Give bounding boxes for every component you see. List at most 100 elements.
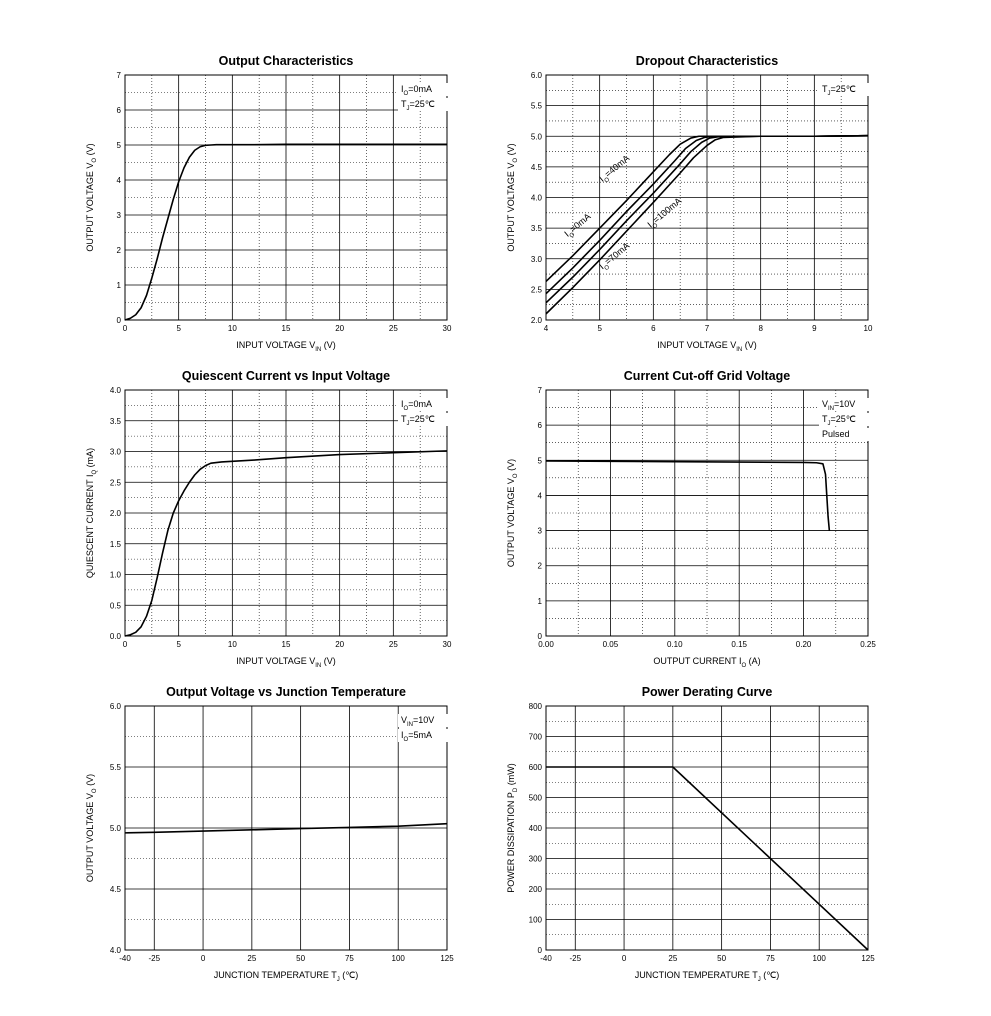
y-tick-label: 3 bbox=[538, 527, 543, 536]
y-tick-label: 300 bbox=[529, 855, 543, 864]
x-tick-label: -40 bbox=[119, 954, 131, 963]
y-axis-label: OUTPUT VOLTAGE VO (V) bbox=[85, 774, 98, 882]
y-tick-label: 3 bbox=[117, 211, 122, 220]
series-line bbox=[545, 460, 831, 531]
annotation: TJ=25℃ bbox=[401, 414, 435, 427]
y-tick-label: 5 bbox=[117, 141, 122, 150]
x-tick-label: 10 bbox=[864, 324, 873, 333]
x-tick-label: 15 bbox=[282, 324, 291, 333]
x-tick-label: -25 bbox=[148, 954, 160, 963]
y-axis-label: QUIESCENT CURRENT IQ (mA) bbox=[85, 448, 98, 578]
y-tick-label: 2.0 bbox=[110, 509, 122, 518]
plot-frame bbox=[124, 74, 448, 321]
x-tick-label: 9 bbox=[812, 324, 817, 333]
x-tick-label: 6 bbox=[651, 324, 656, 333]
y-axis-label: POWER DISSIPATION PD (mW) bbox=[506, 763, 519, 893]
x-tick-label: 0.15 bbox=[731, 640, 747, 649]
x-tick-label: 10 bbox=[228, 324, 237, 333]
annotation: IO=0mA bbox=[401, 399, 432, 412]
annotation-bg bbox=[819, 398, 869, 411]
chart-title: Output Voltage vs Junction Temperature bbox=[166, 685, 406, 699]
curve-label-group: IO=0mA bbox=[562, 211, 594, 241]
chart-1: Output Characteristics 0 5 10 15 20 25 30 0 1 2 3 4 5… bbox=[85, 54, 452, 353]
annotation-bg bbox=[398, 83, 448, 96]
x-tick-label: 4 bbox=[544, 324, 549, 333]
annotation-bg bbox=[398, 729, 448, 742]
x-tick-label: -40 bbox=[540, 954, 552, 963]
annotation: IO=5mA bbox=[401, 730, 432, 743]
y-tick-label: 5.5 bbox=[110, 763, 122, 772]
y-tick-label: 4 bbox=[117, 176, 122, 185]
plot-frame bbox=[545, 389, 869, 637]
series-line bbox=[124, 143, 447, 321]
curve-label-group: IO=100mA bbox=[645, 196, 685, 232]
curve-label: IO=100mA bbox=[645, 196, 685, 232]
x-tick-label: 5 bbox=[597, 324, 602, 333]
y-tick-label: 2.0 bbox=[531, 316, 543, 325]
y-tick-label: 7 bbox=[117, 71, 122, 80]
y-tick-label: 100 bbox=[529, 916, 543, 925]
y-tick-label: 2.5 bbox=[531, 285, 543, 294]
chart-title: Current Cut-off Grid Voltage bbox=[624, 369, 790, 383]
plot-frame bbox=[124, 705, 448, 951]
y-axis-label-group: POWER DISSIPATION PD (mW) bbox=[506, 763, 519, 893]
annotation: VIN=10V bbox=[401, 715, 434, 728]
y-tick-label: 3.0 bbox=[531, 255, 543, 264]
x-tick-label: 75 bbox=[345, 954, 354, 963]
y-tick-label: 4.5 bbox=[531, 163, 543, 172]
annotation: TJ=25℃ bbox=[401, 99, 435, 112]
x-axis-label: INPUT VOLTAGE VIN (V) bbox=[657, 340, 757, 353]
annotation: Pulsed bbox=[822, 429, 850, 439]
y-tick-label: 4.0 bbox=[110, 946, 122, 955]
x-tick-label: 10 bbox=[228, 640, 237, 649]
x-tick-label: 20 bbox=[335, 640, 344, 649]
chart-6: Power Derating Curve -40 -25 0 25 50 75 100 125 0… bbox=[506, 685, 875, 983]
y-tick-label: 2 bbox=[117, 246, 122, 255]
x-tick-label: 50 bbox=[296, 954, 305, 963]
y-axis-label-group: OUTPUT VOLTAGE VO (V) bbox=[506, 459, 519, 567]
chart-title: Quiescent Current vs Input Voltage bbox=[182, 369, 390, 383]
x-tick-label: 8 bbox=[758, 324, 763, 333]
x-tick-label: 100 bbox=[392, 954, 406, 963]
annotation-bg bbox=[819, 413, 869, 426]
x-tick-label: 25 bbox=[389, 640, 398, 649]
x-axis-label: INPUT VOLTAGE VIN (V) bbox=[236, 340, 336, 353]
y-tick-label: 3.5 bbox=[531, 224, 543, 233]
chart-5: Output Voltage vs Junction Temperature -4… bbox=[85, 685, 454, 983]
series-line bbox=[546, 766, 869, 951]
y-tick-label: 5.0 bbox=[110, 824, 122, 833]
x-tick-label: 5 bbox=[176, 640, 181, 649]
y-tick-label: 4.0 bbox=[110, 386, 122, 395]
chart-title: Output Characteristics bbox=[219, 54, 354, 68]
x-tick-label: 15 bbox=[282, 640, 291, 649]
plot-frame bbox=[124, 389, 448, 637]
y-tick-label: 2 bbox=[538, 562, 543, 571]
annotation-bg bbox=[398, 714, 448, 727]
series-line bbox=[124, 822, 448, 834]
y-tick-label: 6.0 bbox=[531, 71, 543, 80]
y-tick-label: 400 bbox=[529, 824, 543, 833]
y-tick-label: 0 bbox=[538, 946, 543, 955]
chart-title: Dropout Characteristics bbox=[636, 54, 778, 68]
y-tick-label: 800 bbox=[529, 702, 543, 711]
x-tick-label: 0.20 bbox=[796, 640, 812, 649]
x-tick-label: 125 bbox=[861, 954, 875, 963]
curve-label: IO=0mA bbox=[562, 211, 594, 241]
curve-label-group: IO=40mA bbox=[597, 153, 633, 186]
y-tick-label: 3.0 bbox=[110, 448, 122, 457]
annotation: TJ=25℃ bbox=[822, 414, 856, 427]
x-tick-label: 0.10 bbox=[667, 640, 683, 649]
y-tick-label: 0 bbox=[117, 316, 122, 325]
curve-label: IO=40mA bbox=[597, 153, 633, 186]
plot-frame bbox=[545, 705, 869, 951]
y-tick-label: 1 bbox=[538, 597, 543, 606]
x-tick-label: 50 bbox=[717, 954, 726, 963]
x-tick-label: 0.00 bbox=[538, 640, 554, 649]
y-tick-label: 4 bbox=[538, 491, 543, 500]
x-axis-label: OUTPUT CURRENT IO (A) bbox=[653, 656, 760, 669]
y-tick-label: 6.0 bbox=[110, 702, 122, 711]
y-tick-label: 0.0 bbox=[110, 632, 122, 641]
y-tick-label: 600 bbox=[529, 763, 543, 772]
y-tick-label: 5.0 bbox=[531, 132, 543, 141]
y-tick-label: 1.5 bbox=[110, 540, 122, 549]
